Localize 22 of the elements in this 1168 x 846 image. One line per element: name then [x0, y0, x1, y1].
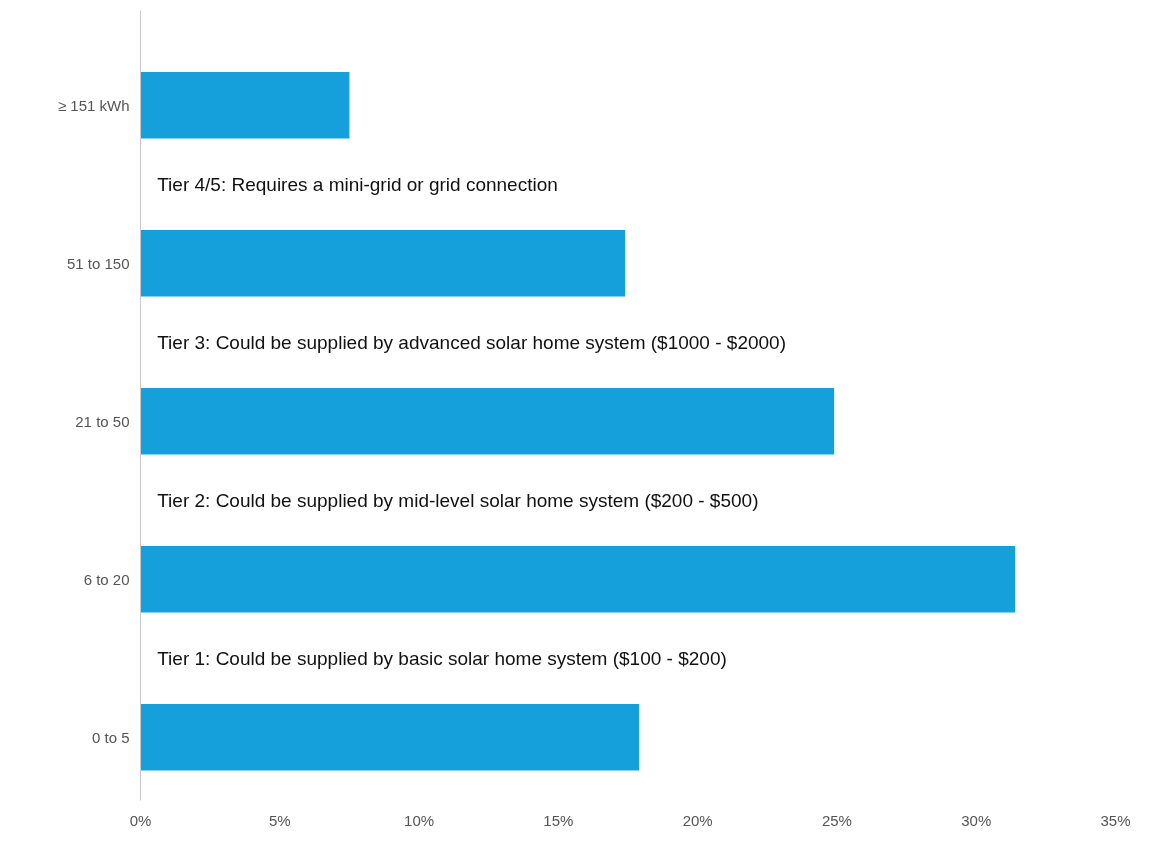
y-tick-label: 51 to 150 — [66, 254, 130, 272]
y-tick-label: ≥ 151 kWh — [57, 96, 130, 114]
bar — [140, 230, 626, 297]
bar — [140, 704, 640, 771]
y-tick-label: 0 to 5 — [91, 728, 130, 746]
x-tick-label: 10% — [404, 811, 435, 829]
annotation: Tier 4/5: Requires a mini-grid or grid connection — [157, 173, 558, 195]
x-tick-label: 15% — [543, 811, 574, 829]
annotation: Tier 2: Could be supplied by mid-level solar home system ($200 - $500) — [157, 489, 759, 511]
annotation: Tier 1: Could be supplied by basic solar home system ($100 - $200) — [157, 647, 727, 669]
y-tick-label: 6 to 20 — [83, 570, 130, 588]
x-tick-label: 30% — [961, 811, 992, 829]
bar — [140, 388, 835, 455]
x-tick-label: 25% — [821, 811, 852, 829]
x-tick-label: 0% — [129, 811, 152, 829]
x-tick-label: 35% — [1100, 811, 1131, 829]
bar — [140, 72, 350, 139]
x-tick-label: 20% — [682, 811, 713, 829]
annotation: Tier 3: Could be supplied by advanced solar home system ($1000 - $2000) — [157, 331, 786, 353]
y-tick-label: 21 to 50 — [75, 412, 130, 430]
bar — [140, 546, 1016, 613]
x-tick-label: 5% — [268, 811, 291, 829]
